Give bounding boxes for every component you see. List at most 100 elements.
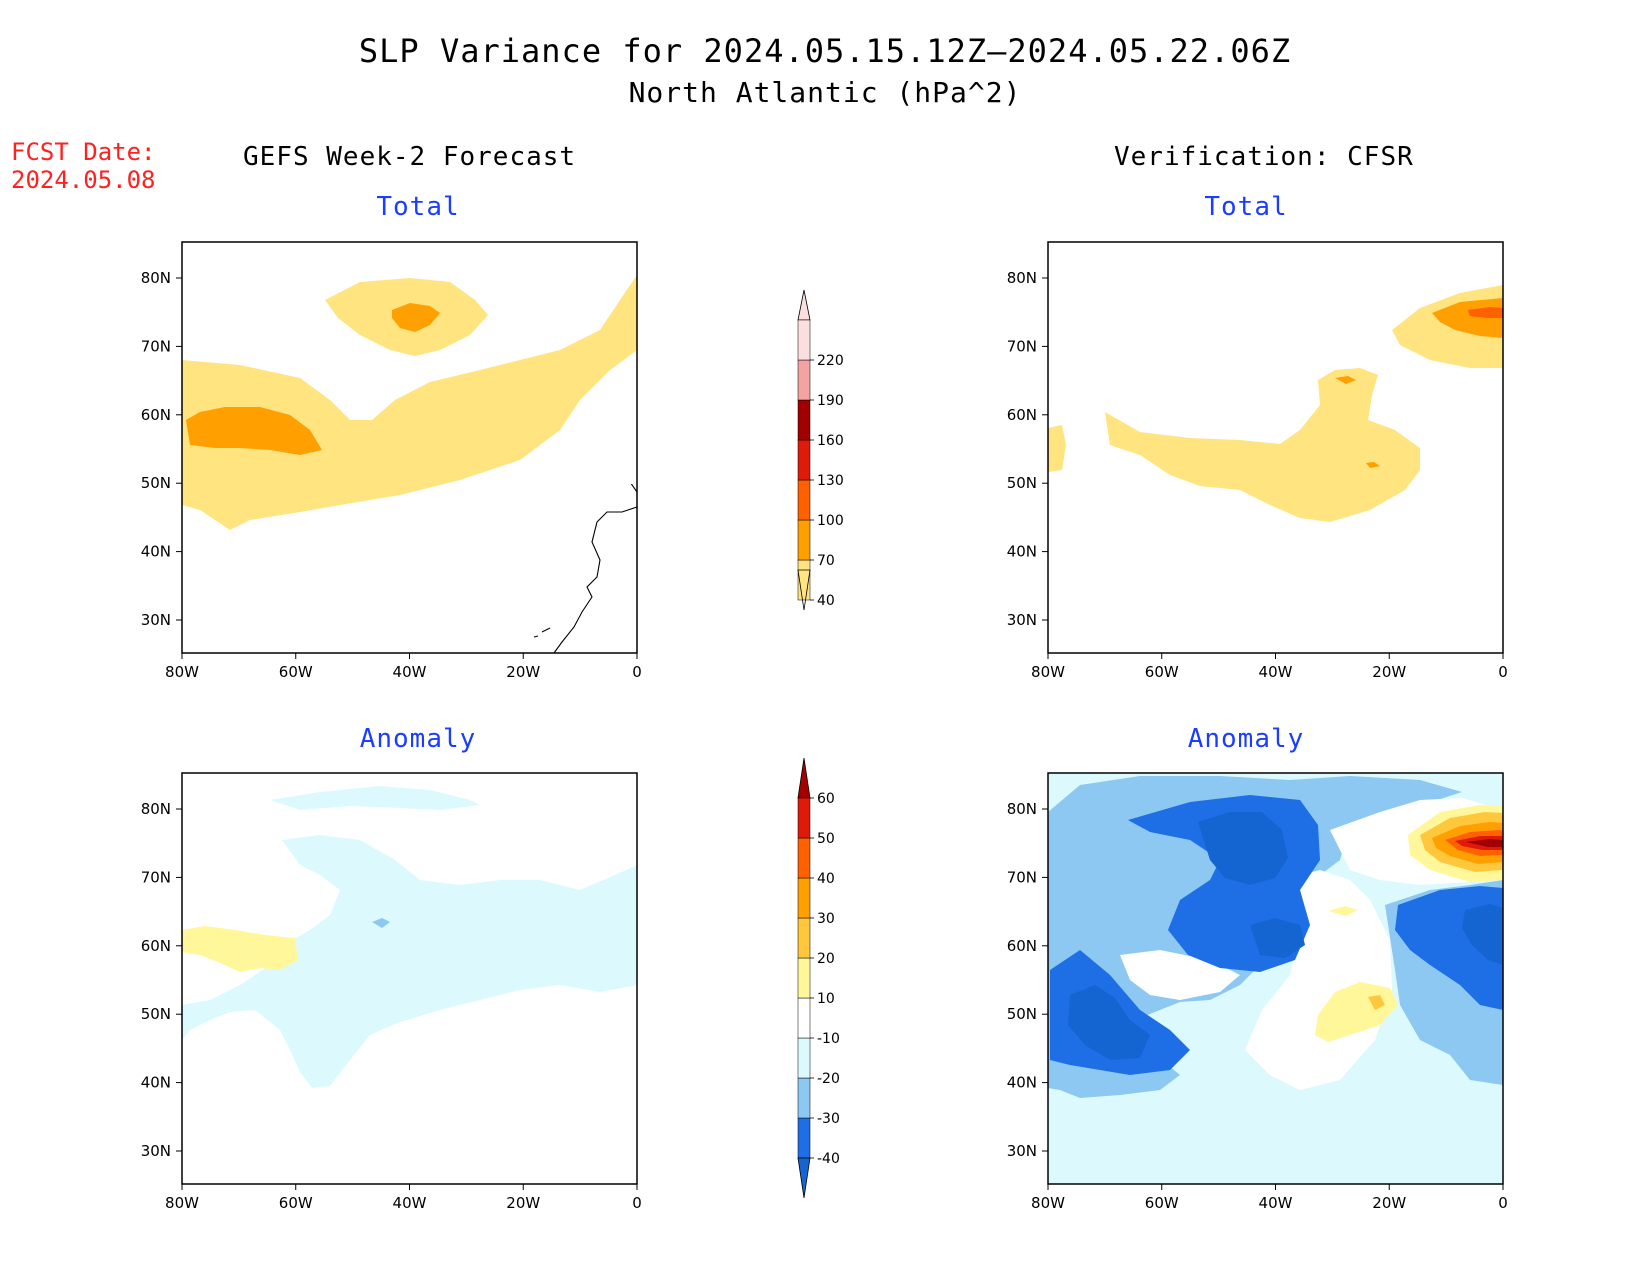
lon-label-verification-anomaly: 40W [1259, 1194, 1293, 1212]
lat-label-verification-anomaly: 80N [1007, 800, 1037, 818]
lat-label-verification-total: 60N [1007, 406, 1037, 424]
anom-cbar-box [797, 997, 811, 1039]
anomaly-colorbar: -40 -30 -20 -10 10 20 30 40 50 60 [797, 757, 840, 1199]
fcst-total-greenland-70 [392, 303, 440, 332]
lat-label-forecast-total: 50N [141, 474, 171, 492]
anom-cbar-top-arrow [797, 757, 811, 799]
total-cbar-box [797, 359, 811, 401]
verif-anom-pos-30 [1368, 995, 1385, 1010]
anom-cbar-box [797, 797, 811, 839]
lat-label-verification-anomaly: 30N [1007, 1142, 1037, 1160]
total-cbar-box [797, 439, 811, 481]
verif-total-band-40 [1105, 368, 1420, 522]
anom-cbar-box [797, 917, 811, 959]
lon-label-forecast-anomaly: 80W [165, 1194, 199, 1212]
verification-anomaly-title: Anomaly [1187, 724, 1305, 754]
lat-label-verification-anomaly: 70N [1007, 868, 1037, 886]
anom-cbar-label: -20 [817, 1071, 840, 1087]
verif-total-west-40 [1048, 425, 1066, 472]
fcst-date-label: FCST Date: [11, 138, 156, 166]
forecast-anomaly-title: Anomaly [359, 724, 477, 754]
lat-label-forecast-anomaly: 70N [141, 868, 171, 886]
anom-cbar-bottom-arrow [797, 1157, 811, 1199]
lon-label-verification-total: 20W [1372, 663, 1406, 681]
fcst-total-labrador-70 [186, 407, 322, 455]
lon-label-verification-total: 80W [1031, 663, 1065, 681]
lon-label-forecast-total: 60W [279, 663, 313, 681]
total-cbar-box [797, 399, 811, 441]
lon-label-forecast-total: 0 [632, 663, 642, 681]
total-cbar-label: 160 [817, 433, 844, 449]
lat-label-forecast-anomaly: 50N [141, 1005, 171, 1023]
verif-anom-40-greenland [1198, 812, 1288, 885]
lon-label-forecast-anomaly: 60W [279, 1194, 313, 1212]
anom-cbar-label: 50 [817, 831, 835, 847]
verif-total-spot-70 [1335, 376, 1356, 384]
anom-cbar-box [797, 1037, 811, 1079]
lat-label-forecast-anomaly: 30N [141, 1142, 171, 1160]
lat-label-verification-total: 50N [1007, 474, 1037, 492]
fcst-anom-spot [372, 918, 390, 928]
verif-total-spot2-70 [1366, 462, 1380, 468]
lat-label-forecast-total: 60N [141, 406, 171, 424]
total-cbar-label: 190 [817, 393, 844, 409]
lat-label-verification-anomaly: 60N [1007, 937, 1037, 955]
lat-label-forecast-total: 80N [141, 269, 171, 287]
lon-label-verification-total: 40W [1259, 663, 1293, 681]
anom-cbar-box [797, 877, 811, 919]
lon-label-forecast-anomaly: 20W [506, 1194, 540, 1212]
total-cbar-label: 100 [817, 513, 844, 529]
lat-label-forecast-total: 30N [141, 611, 171, 629]
main-title: SLP Variance for 2024.05.15.12Z–2024.05.… [358, 32, 1292, 70]
lat-label-verification-total: 70N [1007, 337, 1037, 355]
lat-label-verification-total: 40N [1007, 543, 1037, 561]
fcst-date-value: 2024.05.08 [11, 166, 156, 194]
lon-label-forecast-total: 20W [506, 663, 540, 681]
verif-anom-white-mid [1245, 870, 1392, 1090]
lon-label-verification-total: 60W [1145, 663, 1179, 681]
total-colorbar: 40 70 100 130 160 190 220 [797, 289, 844, 611]
lon-label-verification-anomaly: 20W [1372, 1194, 1406, 1212]
lat-label-verification-total: 30N [1007, 611, 1037, 629]
lon-label-forecast-anomaly: 0 [632, 1194, 642, 1212]
lon-label-forecast-total: 80W [165, 663, 199, 681]
lat-label-verification-anomaly: 40N [1007, 1074, 1037, 1092]
total-cbar-label: 130 [817, 473, 844, 489]
fcst-date: FCST Date: 2024.05.08 [11, 138, 156, 194]
verification-column-title: Verification: CFSR [1114, 142, 1414, 172]
total-cbar-label: 220 [817, 353, 844, 369]
total-cbar-box [797, 519, 811, 561]
anom-cbar-box [797, 957, 811, 999]
main-subtitle: North Atlantic (hPa^2) [628, 76, 1022, 109]
total-cbar-label: 40 [817, 593, 835, 609]
verif-anom-gs-60 [1466, 839, 1503, 847]
total-cbar-bottom-arrow [797, 569, 811, 611]
anom-cbar-label: 60 [817, 791, 835, 807]
anom-cbar-label: -10 [817, 1031, 840, 1047]
forecast-column-title: GEFS Week-2 Forecast [243, 142, 577, 172]
total-cbar-label: 70 [817, 553, 835, 569]
fcst-anom-central [182, 835, 637, 1088]
total-cbar-top-arrow [797, 289, 811, 321]
lon-label-verification-total: 0 [1498, 663, 1508, 681]
fcst-anom-north [270, 786, 480, 810]
verif-anom-40-se [1068, 985, 1150, 1060]
verif-anom-pos-small [1328, 906, 1358, 916]
total-cbar-box [797, 319, 811, 361]
anom-cbar-label: -40 [817, 1151, 840, 1167]
lon-label-forecast-anomaly: 40W [393, 1194, 427, 1212]
verif-total-east-100 [1468, 307, 1503, 318]
lon-label-verification-anomaly: 60W [1145, 1194, 1179, 1212]
lon-label-verification-anomaly: 0 [1498, 1194, 1508, 1212]
total-cbar-box [797, 479, 811, 521]
anom-cbar-label: 40 [817, 871, 835, 887]
lon-label-forecast-total: 40W [393, 663, 427, 681]
lat-label-forecast-anomaly: 40N [141, 1074, 171, 1092]
lat-label-verification-anomaly: 50N [1007, 1005, 1037, 1023]
lat-label-forecast-total: 40N [141, 543, 171, 561]
lat-label-forecast-anomaly: 80N [141, 800, 171, 818]
verif-anom-40-greenland2 [1250, 918, 1305, 958]
lat-label-forecast-total: 70N [141, 337, 171, 355]
verif-anom-40-ns [1462, 904, 1503, 965]
